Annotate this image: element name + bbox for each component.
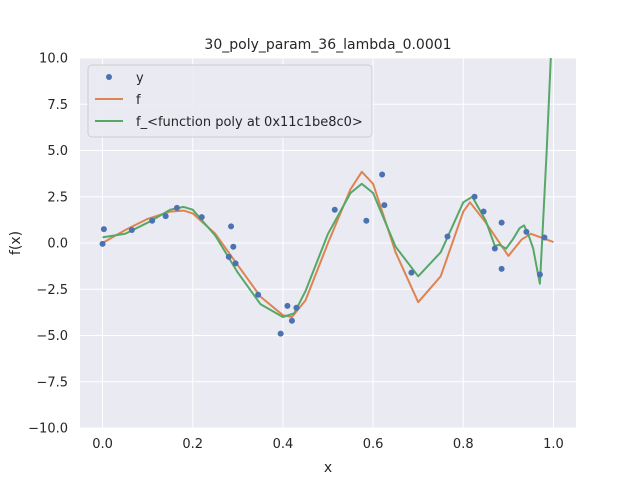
data-point [128, 227, 135, 234]
x-tick-label: 1.0 [543, 437, 564, 452]
data-point [541, 234, 548, 241]
y-tick-label: −7.5 [36, 375, 68, 390]
x-tick-label: 0.8 [453, 437, 474, 452]
data-point [480, 208, 487, 215]
data-point [536, 271, 543, 278]
data-point [498, 219, 505, 226]
y-tick-labels: −10.0 −7.5 −5.0 −2.5 0.0 2.5 5.0 7.5 10.0 [28, 52, 68, 437]
y-axis-label: f(x) [8, 231, 24, 255]
data-point [293, 304, 300, 311]
data-point [408, 269, 415, 276]
data-point [381, 202, 388, 209]
legend: yf f_<function poly at 0x11c1be8c0> [87, 64, 373, 138]
x-tick-label: 0.0 [92, 437, 113, 452]
y-tick-label: 5.0 [47, 144, 68, 159]
series-line-2 [102, 58, 552, 318]
data-point [491, 245, 498, 252]
data-point [232, 260, 239, 267]
x-tick-label: 0.4 [273, 437, 294, 452]
y-tick-label: −10.0 [28, 422, 68, 437]
data-point [149, 217, 156, 224]
data-point [99, 240, 106, 247]
data-point [228, 223, 235, 230]
y-tick-label: −5.0 [36, 329, 68, 344]
data-point [277, 330, 284, 337]
data-point [284, 302, 291, 309]
data-point [523, 228, 530, 235]
x-axis-label: x [324, 460, 332, 476]
x-tick-label: 0.6 [363, 437, 384, 452]
data-point [225, 253, 232, 260]
legend-box [87, 64, 373, 138]
data-point [100, 226, 107, 233]
legend-marker [106, 74, 112, 80]
x-tick-label: 0.2 [182, 437, 203, 452]
data-point [331, 206, 338, 213]
y-tick-label: 0.0 [47, 237, 68, 252]
data-point [471, 193, 478, 200]
data-point [255, 291, 262, 298]
legend-label: y [136, 71, 144, 86]
legend-label: f [136, 93, 141, 108]
series-layer [99, 58, 554, 337]
data-point [230, 243, 237, 250]
chart-title: 30_poly_param_36_lambda_0.0001 [204, 37, 451, 53]
legend-label: f_<function poly at 0x11c1be8c0> [136, 115, 363, 130]
x-tick-labels: 0.0 0.2 0.4 0.6 0.8 1.0 [92, 437, 564, 452]
y-tick-label: 7.5 [47, 98, 68, 113]
data-point [444, 233, 451, 240]
data-point [363, 217, 370, 224]
data-point [198, 214, 205, 221]
data-point [162, 213, 169, 220]
y-tick-label: 10.0 [39, 52, 68, 67]
series-line-1 [102, 170, 554, 318]
data-point [173, 204, 180, 211]
y-tick-label: −2.5 [36, 283, 68, 298]
data-point [379, 171, 386, 178]
y-tick-label: 2.5 [47, 190, 68, 205]
data-point [498, 265, 505, 272]
data-point [288, 317, 295, 324]
